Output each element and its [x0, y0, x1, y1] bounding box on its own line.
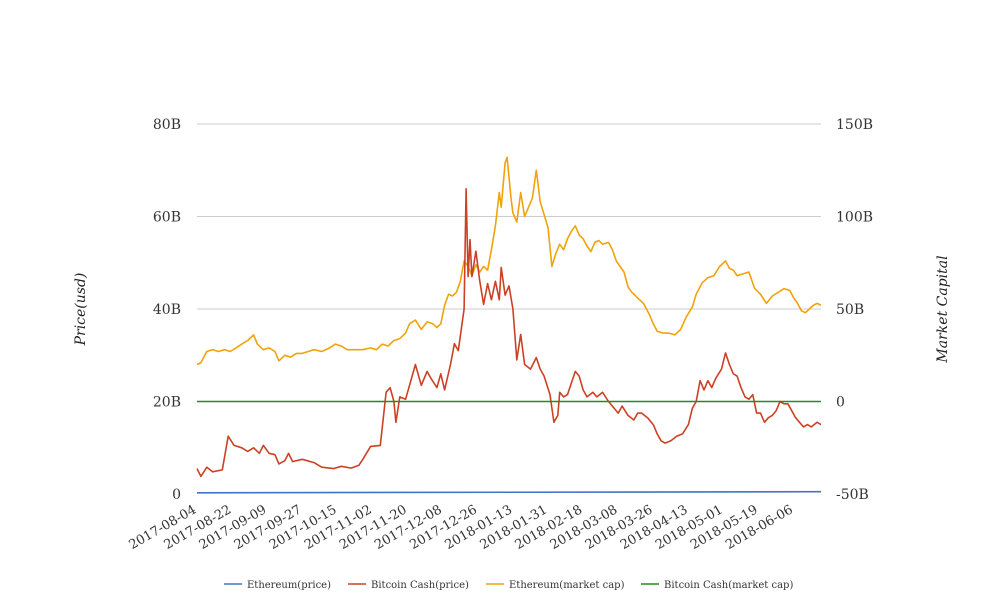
left-tick-label: 40B [153, 302, 181, 318]
left-axis-ticks: 0 20B 40B 60B 80B [153, 117, 181, 503]
legend-label: Ethereum(price) [247, 580, 331, 591]
legend-label: Bitcoin Cash(market cap) [664, 580, 793, 591]
x-axis-ticks: 2017-08-042017-08-222017-09-092017-09-27… [127, 502, 796, 552]
left-tick-label: 20B [153, 395, 181, 411]
right-tick-label: 150B [836, 117, 873, 133]
series-line [196, 188, 822, 478]
legend: Ethereum(price) Bitcoin Cash(price) Ethere… [224, 580, 793, 591]
left-axis-title: Price(usd) [73, 273, 89, 347]
series-line [196, 156, 822, 366]
legend-label: Ethereum(market cap) [509, 580, 625, 591]
series-line [196, 490, 822, 494]
left-tick-label: 60B [153, 210, 181, 226]
right-tick-label: 100B [836, 210, 873, 226]
right-tick-label: 0 [836, 395, 845, 411]
right-tick-label: -50B [836, 487, 869, 503]
legend-label: Bitcoin Cash(price) [371, 580, 469, 591]
right-tick-label: 50B [836, 302, 864, 318]
series-lines [196, 156, 822, 494]
right-axis-ticks: -50B 0 50B 100B 150B [836, 117, 873, 503]
left-tick-label: 0 [172, 487, 181, 503]
left-tick-label: 80B [153, 117, 181, 133]
right-axis-title: Market Capital [935, 255, 951, 363]
